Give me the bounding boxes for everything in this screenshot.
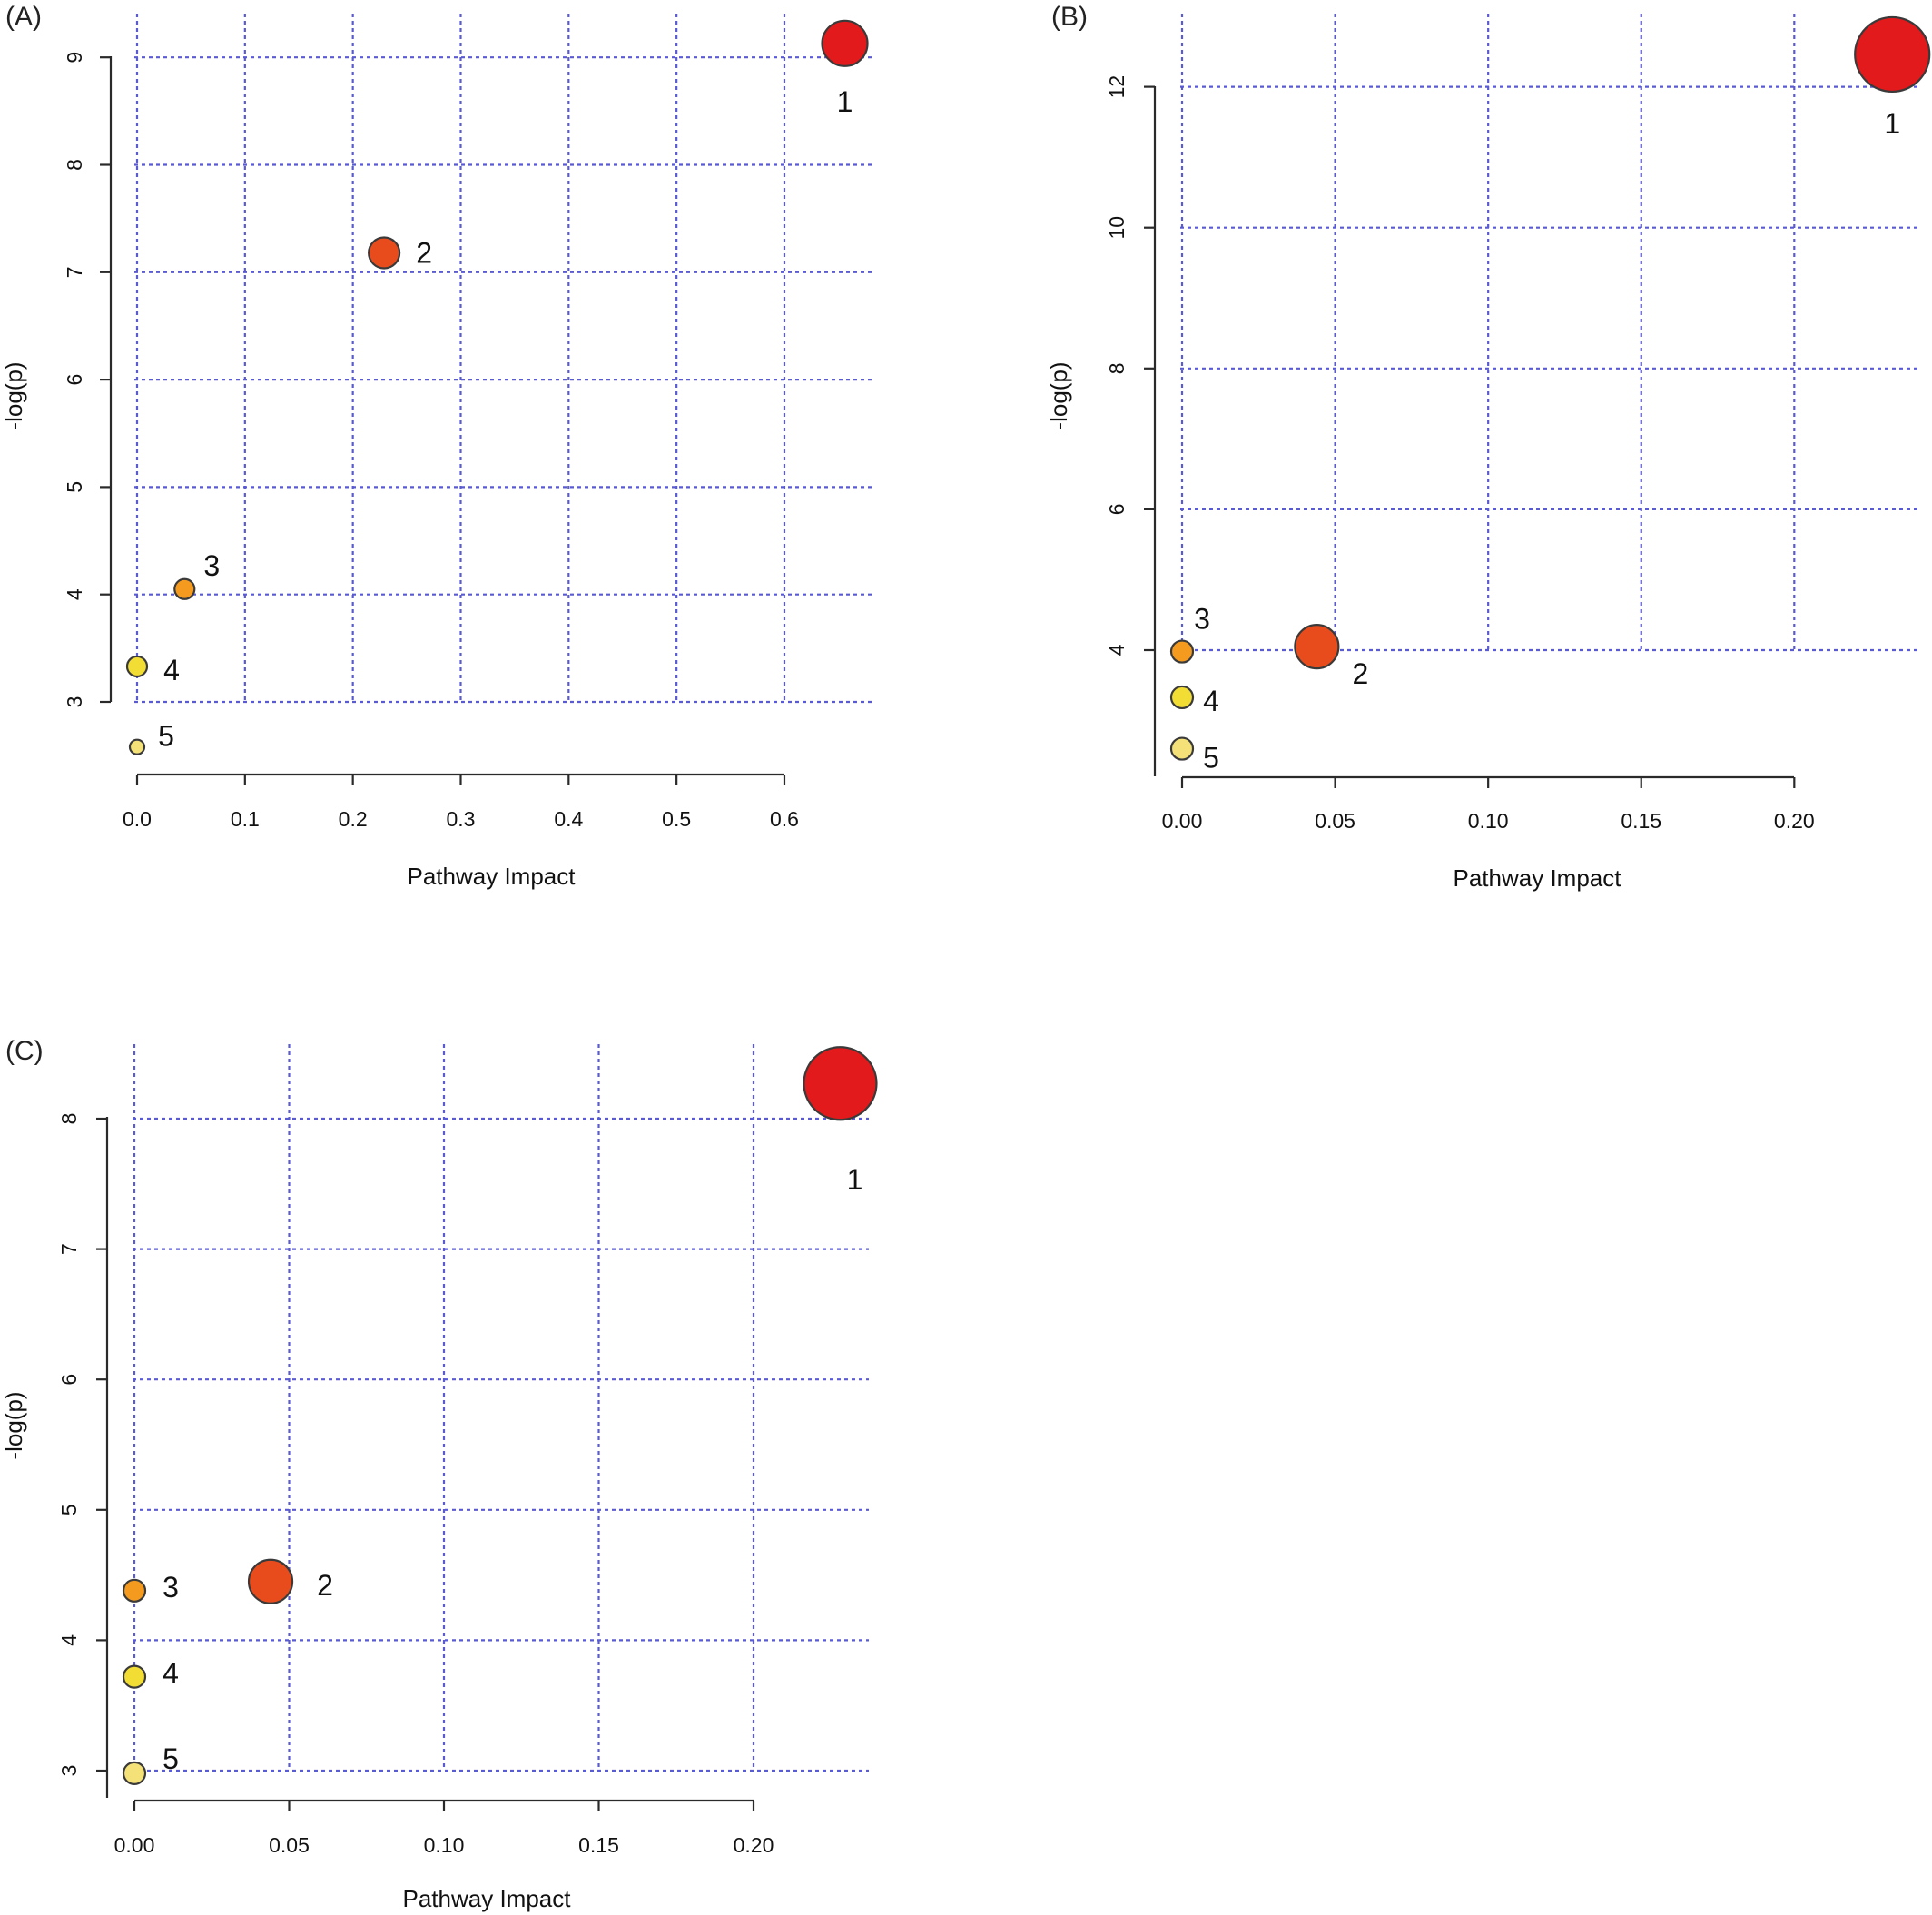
data-point-label-4: 4 <box>163 1657 179 1690</box>
y-tick-label: 7 <box>63 266 86 278</box>
x-tick-label: 0.20 <box>734 1833 774 1857</box>
x-tick-label: 0.4 <box>554 807 583 831</box>
x-tick-label: 0.20 <box>1774 809 1815 833</box>
data-point-3 <box>122 1578 147 1603</box>
panel-a-label: (A) <box>5 2 42 32</box>
x-tick-label: 0.6 <box>770 807 799 831</box>
panel-a-x-axis-title: Pathway Impact <box>408 863 577 890</box>
data-point-label-2: 2 <box>1352 657 1368 690</box>
data-point-label-3: 3 <box>1194 603 1210 636</box>
panel-c-x-axis-title: Pathway Impact <box>403 1885 572 1912</box>
data-point-1 <box>821 19 869 67</box>
panel-b-y-axis-title: -log(p) <box>1045 361 1072 429</box>
panel-a-axes: 0.0 0.1 0.2 0.3 0.4 0.5 0.6 3 4 5 6 7 8 9 <box>63 52 799 831</box>
data-point-label-4: 4 <box>1203 685 1219 717</box>
y-tick-label: 5 <box>63 481 86 493</box>
y-tick-label: 9 <box>63 52 86 64</box>
x-tick-label: 0.3 <box>446 807 475 831</box>
panel-b-points: 1 2 3 4 5 <box>1169 15 1931 775</box>
panel-c-y-axis-title: -log(p) <box>0 1391 27 1459</box>
x-tick-label: 0.05 <box>269 1833 310 1857</box>
panel-b-label: (B) <box>1051 2 1088 32</box>
data-point-3 <box>1169 639 1195 664</box>
panel-c-label: (C) <box>5 1036 44 1066</box>
x-tick-label: 0.10 <box>1468 809 1509 833</box>
data-point-2 <box>1294 624 1340 670</box>
data-point-1 <box>1854 15 1931 94</box>
panel-c-axes: 0.00 0.05 0.10 0.15 0.20 3 4 5 6 7 8 <box>57 1113 774 1857</box>
panel-a-y-axis-title: -log(p) <box>0 361 27 429</box>
panel-b-x-axis-title: Pathway Impact <box>1454 864 1622 892</box>
data-point-2 <box>368 236 401 270</box>
data-point-label-5: 5 <box>158 720 174 753</box>
data-point-label-1: 1 <box>1884 107 1900 140</box>
y-tick-label: 4 <box>57 1634 81 1646</box>
data-point-label-3: 3 <box>203 549 220 582</box>
data-point-label-4: 4 <box>163 654 180 686</box>
data-point-4 <box>122 1664 147 1689</box>
x-tick-label: 0.10 <box>424 1833 465 1857</box>
panel-b-axes: 0.00 0.05 0.10 0.15 0.20 4 6 8 10 12 <box>1105 75 1815 833</box>
y-tick-label: 6 <box>57 1374 81 1386</box>
y-tick-label: 10 <box>1105 216 1129 240</box>
panel-c-points: 1 2 3 4 5 <box>122 1046 878 1785</box>
y-tick-label: 5 <box>57 1504 81 1515</box>
y-tick-label: 8 <box>1105 362 1129 374</box>
data-point-label-2: 2 <box>416 237 432 270</box>
x-tick-label: 0.00 <box>1162 809 1203 833</box>
panel-c-grid <box>133 1044 869 1772</box>
x-tick-label: 0.0 <box>123 807 152 831</box>
y-tick-label: 3 <box>63 696 86 708</box>
y-tick-label: 6 <box>1105 504 1129 516</box>
data-point-5 <box>1169 736 1195 761</box>
x-tick-label: 0.1 <box>231 807 260 831</box>
panel-c: 0.00 0.05 0.10 0.15 0.20 3 4 5 6 7 8 1 2 3 4 5 (C) Pat… <box>0 1036 878 1912</box>
panel-a-grid <box>134 14 875 704</box>
data-point-5 <box>122 1761 147 1785</box>
data-point-4 <box>125 655 149 678</box>
panel-a-points: 1 2 3 4 5 <box>125 19 869 755</box>
data-point-4 <box>1169 685 1195 710</box>
data-point-label-1: 1 <box>847 1163 863 1196</box>
y-tick-label: 8 <box>57 1113 81 1125</box>
data-point-3 <box>173 577 196 600</box>
y-tick-label: 4 <box>63 588 86 600</box>
y-tick-label: 4 <box>1105 644 1129 656</box>
data-point-label-1: 1 <box>837 85 853 118</box>
data-point-5 <box>128 738 146 755</box>
y-tick-label: 8 <box>63 159 86 171</box>
data-point-label-5: 5 <box>1203 742 1219 775</box>
x-tick-label: 0.00 <box>114 1833 155 1857</box>
x-tick-label: 0.15 <box>578 1833 619 1857</box>
y-tick-label: 3 <box>57 1765 81 1777</box>
data-point-label-3: 3 <box>163 1571 179 1604</box>
x-tick-label: 0.05 <box>1315 809 1355 833</box>
y-tick-label: 7 <box>57 1243 81 1255</box>
y-tick-label: 12 <box>1105 75 1129 99</box>
x-tick-label: 0.2 <box>339 807 368 831</box>
data-point-2 <box>247 1558 294 1604</box>
data-point-1 <box>803 1046 878 1121</box>
panel-b-grid <box>1180 14 1921 652</box>
y-tick-label: 6 <box>63 374 86 386</box>
x-tick-label: 0.5 <box>662 807 691 831</box>
x-tick-label: 0.15 <box>1621 809 1661 833</box>
data-point-label-2: 2 <box>317 1569 333 1602</box>
data-point-label-5: 5 <box>163 1742 179 1775</box>
panel-a: 0.0 0.1 0.2 0.3 0.4 0.5 0.6 3 4 5 6 7 8 9 1 2 3 4 5 (A) P… <box>0 2 875 890</box>
